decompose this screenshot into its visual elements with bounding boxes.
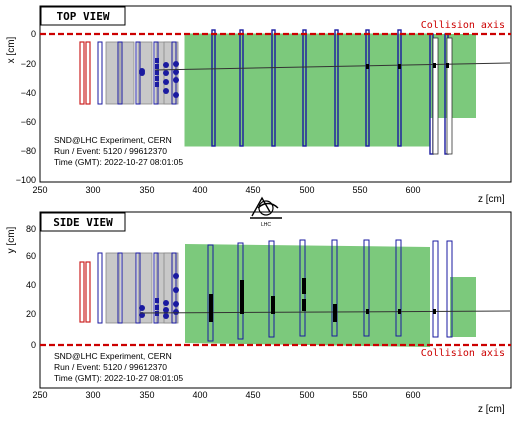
top-collision-axis-label: Collision axis xyxy=(421,20,505,31)
top-view-title: TOP VIEW xyxy=(57,10,110,23)
top-y-axis: 0 −20 −40 −60 −80 −100 xyxy=(16,29,36,185)
side-title-box xyxy=(40,212,126,232)
top-xtick: 500 xyxy=(299,185,314,195)
side-xtick: 500 xyxy=(299,390,314,400)
top-track-hits xyxy=(366,63,449,69)
top-ytick: −20 xyxy=(21,59,36,69)
top-xtick: 250 xyxy=(32,185,47,195)
side-ytick: 20 xyxy=(26,309,36,319)
side-x-axis-label: z [cm] xyxy=(478,404,505,415)
top-muon-bars xyxy=(211,29,449,155)
side-xtick: 350 xyxy=(139,390,154,400)
side-xtick: 600 xyxy=(405,390,420,400)
top-view-panel: Collision axis TOP VIEW SND@LHC Experime… xyxy=(6,5,512,205)
top-track xyxy=(154,62,511,71)
top-ytick: −60 xyxy=(21,117,36,127)
side-info-experiment: SND@LHC Experiment, CERN xyxy=(54,351,172,361)
top-xtick: 300 xyxy=(85,185,100,195)
side-y-axis-label: y [cm] xyxy=(6,226,17,253)
side-y-axis: 80 60 40 20 0 xyxy=(26,224,36,350)
top-x-axis: 250 300 350 400 450 500 550 600 xyxy=(32,185,420,195)
top-title-box xyxy=(40,6,126,26)
side-info-time: Time (GMT): 2022-10-27 08:01:05 xyxy=(54,373,183,383)
side-ytick: 60 xyxy=(26,251,36,261)
lhc-logo-text: LHC xyxy=(261,222,271,228)
top-xtick: 550 xyxy=(352,185,367,195)
side-muon-downstream xyxy=(450,277,476,337)
top-plot-frame xyxy=(39,5,512,183)
top-ytick: −80 xyxy=(21,146,36,156)
top-y-axis-label: x [cm] xyxy=(6,36,17,63)
side-x-axis: 250 300 350 400 450 500 550 600 xyxy=(32,390,420,400)
side-track-hits xyxy=(209,278,436,322)
side-view-title: SIDE VIEW xyxy=(53,216,113,229)
top-ytick: 0 xyxy=(31,29,36,39)
top-xtick: 450 xyxy=(245,185,260,195)
top-dsmuon-boxes xyxy=(432,37,453,155)
top-xtick: 600 xyxy=(405,185,420,195)
lhc-logo: LHC xyxy=(250,196,282,228)
top-info-time: Time (GMT): 2022-10-27 08:01:05 xyxy=(54,157,183,167)
side-xtick: 250 xyxy=(32,390,47,400)
side-event-info: SND@LHC Experiment, CERN Run / Event: 51… xyxy=(54,351,183,383)
side-ytick: 80 xyxy=(26,224,36,234)
top-event-info: SND@LHC Experiment, CERN Run / Event: 51… xyxy=(54,135,183,167)
side-view-panel: Collision axis SIDE VIEW SND@LHC Experim… xyxy=(6,211,512,415)
side-track xyxy=(139,310,511,314)
top-info-experiment: SND@LHC Experiment, CERN xyxy=(54,135,172,145)
side-plot-frame xyxy=(39,211,512,389)
side-veto xyxy=(79,261,91,323)
side-xtick: 550 xyxy=(352,390,367,400)
top-info-run-event: Run / Event: 5120 / 99612370 xyxy=(54,146,167,156)
side-ytick: 40 xyxy=(26,280,36,290)
top-muon-upstream xyxy=(184,33,431,147)
side-xtick: 300 xyxy=(85,390,100,400)
side-scifi-planes xyxy=(97,252,177,324)
side-xtick: 400 xyxy=(192,390,207,400)
side-collision-axis-label: Collision axis xyxy=(421,348,505,359)
side-info-run-event: Run / Event: 5120 / 99612370 xyxy=(54,362,167,372)
top-x-axis-label: z [cm] xyxy=(478,194,505,205)
side-ytick: 0 xyxy=(31,340,36,350)
top-ytick: −100 xyxy=(16,175,36,185)
top-xtick: 400 xyxy=(192,185,207,195)
top-xtick: 350 xyxy=(139,185,154,195)
side-muon-upstream xyxy=(185,244,430,347)
top-veto xyxy=(79,41,91,105)
top-scifi-hits xyxy=(139,58,179,98)
top-ytick: −40 xyxy=(21,88,36,98)
side-xtick: 450 xyxy=(245,390,260,400)
side-scifi-hits xyxy=(139,273,179,319)
